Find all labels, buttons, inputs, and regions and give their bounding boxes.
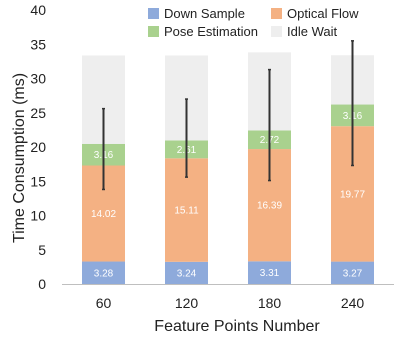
data-label: 3.27 — [343, 268, 363, 279]
x-tick-label: 240 — [341, 295, 365, 311]
legend-label: Idle Wait — [287, 24, 337, 39]
y-tick-label: 15 — [30, 173, 46, 189]
data-label: 19.77 — [340, 189, 365, 200]
bars: 3.2814.023.163.2415.112.613.3116.392.723… — [82, 52, 374, 284]
data-label: 3.24 — [177, 268, 197, 279]
legend-swatch — [148, 26, 159, 37]
x-tick-label: 60 — [96, 295, 112, 311]
legend: Down Sample Optical Flow Pose Estimation Id… — [148, 6, 359, 39]
y-tick-label: 40 — [30, 2, 46, 18]
bar-segment — [165, 261, 208, 284]
data-label: 3.31 — [260, 268, 280, 279]
legend-swatch — [148, 8, 159, 19]
y-tick-label: 10 — [30, 208, 46, 224]
data-label: 14.02 — [91, 209, 116, 220]
x-tick-label: 180 — [258, 295, 282, 311]
axes: 0 5 10 15 20 25 30 35 40 60 120 180 240 — [30, 2, 394, 311]
legend-swatch — [271, 8, 282, 19]
x-axis-title: Feature Points Number — [154, 318, 320, 335]
data-label: 16.39 — [257, 201, 282, 212]
bar-segment — [248, 261, 291, 284]
error-bars — [102, 40, 354, 191]
x-tick-label: 120 — [175, 295, 199, 311]
data-label: 15.11 — [174, 206, 199, 217]
y-tick-label: 5 — [38, 242, 46, 258]
y-tick-label: 0 — [38, 276, 46, 292]
y-tick-label: 20 — [30, 139, 46, 155]
legend-label: Optical Flow — [287, 6, 359, 21]
data-label: 3.28 — [94, 268, 114, 279]
legend-label: Pose Estimation — [164, 24, 258, 39]
bar-segment — [82, 261, 125, 284]
bar-segment — [331, 261, 374, 284]
y-tick-label: 25 — [30, 105, 46, 121]
y-tick-label: 35 — [30, 36, 46, 52]
legend-swatch — [271, 26, 282, 37]
legend-label: Down Sample — [164, 6, 245, 21]
y-tick-label: 30 — [30, 71, 46, 87]
y-axis-title: Time Consumption (ms) — [11, 73, 28, 243]
